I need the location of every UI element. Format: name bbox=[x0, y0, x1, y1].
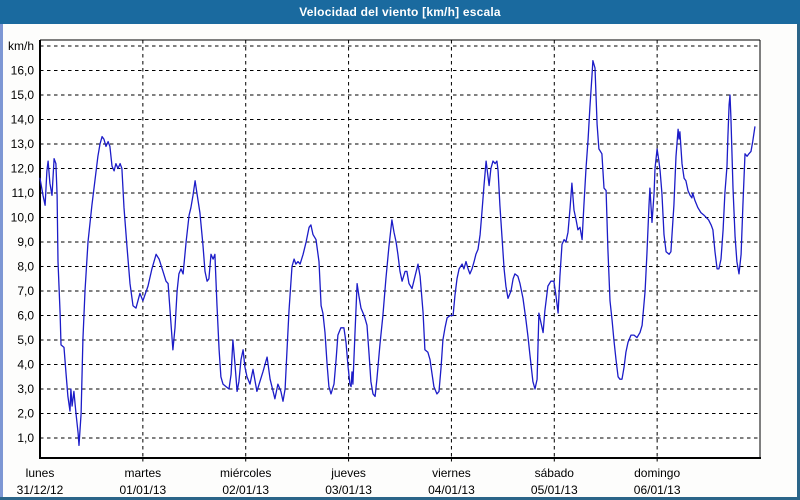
y-tick-label: 6,0 bbox=[17, 309, 34, 323]
x-day-label: sábado bbox=[535, 466, 575, 480]
x-date-label: 01/01/13 bbox=[119, 483, 166, 497]
window-titlebar: Velocidad del viento [km/h] escala bbox=[0, 0, 800, 24]
y-tick-label: 8,0 bbox=[17, 260, 34, 274]
x-day-label: lunes bbox=[26, 466, 55, 480]
x-date-label: 05/01/13 bbox=[531, 483, 578, 497]
x-date-label: 31/12/12 bbox=[17, 483, 64, 497]
x-day-label: domingo bbox=[634, 466, 680, 480]
x-day-label: jueves bbox=[330, 466, 366, 480]
window-border-bottom bbox=[0, 497, 800, 500]
y-tick-label: 9,0 bbox=[17, 235, 34, 249]
y-axis-unit-label: km/h bbox=[8, 39, 34, 53]
y-tick-label: 3,0 bbox=[17, 382, 34, 396]
y-tick-label: 11,0 bbox=[12, 186, 35, 200]
y-tick-label: 4,0 bbox=[17, 358, 34, 372]
y-tick-label: 5,0 bbox=[17, 333, 34, 347]
x-date-label: 04/01/13 bbox=[428, 483, 475, 497]
x-day-label: viernes bbox=[432, 466, 471, 480]
y-tick-label: 14,0 bbox=[11, 113, 35, 127]
x-day-label: miércoles bbox=[220, 466, 271, 480]
y-tick-label: 10,0 bbox=[11, 211, 35, 225]
chart-title: Velocidad del viento [km/h] escala bbox=[299, 5, 501, 19]
y-tick-label: 1,0 bbox=[17, 431, 34, 445]
x-date-label: 06/01/13 bbox=[634, 483, 681, 497]
y-tick-label: 13,0 bbox=[11, 137, 35, 151]
wind-speed-line bbox=[39, 60, 756, 447]
plot-area bbox=[40, 40, 760, 458]
y-tick-label: 7,0 bbox=[17, 284, 34, 298]
y-tick-label: 15,0 bbox=[11, 88, 35, 102]
window-border-left bbox=[0, 24, 3, 500]
y-tick-label: 16,0 bbox=[11, 64, 35, 78]
y-tick-label: 2,0 bbox=[17, 407, 34, 421]
x-date-label: 02/01/13 bbox=[222, 483, 269, 497]
x-date-label: 03/01/13 bbox=[325, 483, 372, 497]
window-border-right bbox=[797, 24, 800, 500]
y-tick-label: 12,0 bbox=[11, 162, 35, 176]
x-day-label: martes bbox=[125, 466, 162, 480]
